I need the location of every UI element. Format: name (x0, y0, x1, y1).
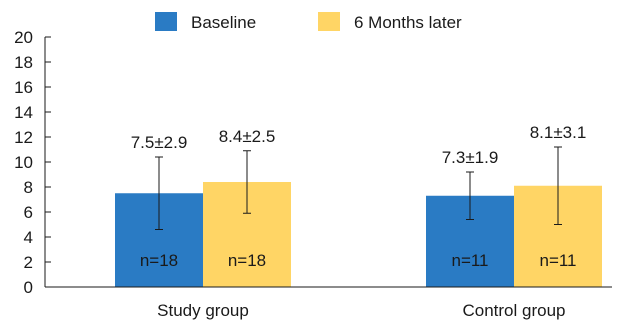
x-axis: Study group Control group (45, 286, 612, 320)
legend-swatch-0 (155, 12, 177, 31)
n-label-1-1: n=11 (539, 251, 576, 270)
n-label-0-0: n=18 (140, 251, 178, 270)
value-label-1-1: 8.1±3.1 (530, 123, 587, 142)
legend-label-1: 6 Months later (354, 13, 462, 32)
y-tick-label: 10 (14, 153, 33, 172)
n-label-1-0: n=18 (228, 251, 266, 270)
y-tick-label: 8 (24, 178, 33, 197)
bars: 7.5±2.9 n=18 8.4±2.5 n=18 7.3±1.9 n=11 8.1±3.1… (115, 123, 602, 287)
value-label-0-1: 7.3±1.9 (442, 148, 499, 167)
y-tick-label: 12 (14, 128, 33, 147)
n-label-0-1: n=11 (451, 251, 488, 270)
value-label-0-0: 7.5±2.9 (131, 133, 188, 152)
legend-swatch-1 (318, 12, 340, 31)
y-tick-label: 6 (24, 203, 33, 222)
x-category-label-0: Study group (157, 301, 249, 320)
y-axis: 0 2 4 6 8 10 12 14 16 18 20 (14, 28, 51, 297)
y-tick-label: 18 (14, 53, 33, 72)
y-tick-label: 16 (14, 78, 33, 97)
legend-label-0: Baseline (191, 13, 256, 32)
y-tick-label: 20 (14, 28, 33, 47)
y-tick-label: 2 (24, 253, 33, 272)
x-category-label-1: Control group (462, 301, 565, 320)
value-label-1-0: 8.4±2.5 (219, 127, 276, 146)
legend: Baseline 6 Months later (155, 12, 462, 32)
y-tick-label: 0 (24, 278, 33, 297)
y-tick-label: 4 (24, 228, 33, 247)
y-tick-label: 14 (14, 103, 33, 122)
